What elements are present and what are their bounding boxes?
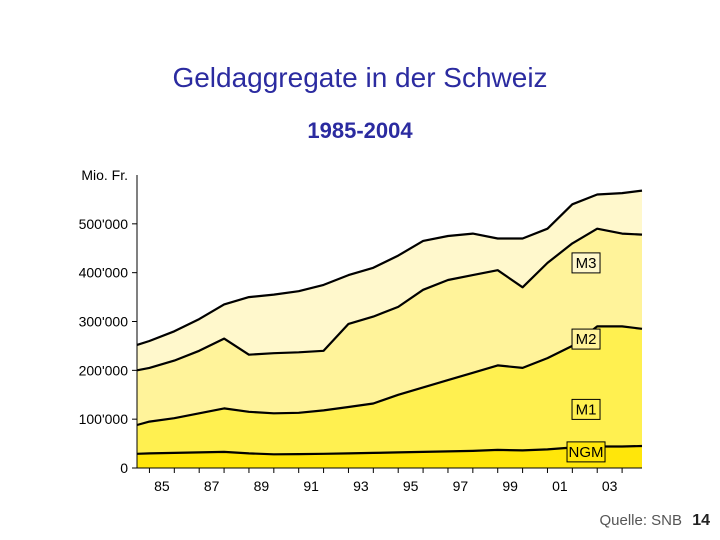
series-label-m1: M1 <box>576 401 597 418</box>
y-tick-label: 200'000 <box>79 362 129 378</box>
area-m1 <box>137 326 642 468</box>
y-axis-label: Mio. Fr. <box>81 167 128 183</box>
y-tick-label: 400'000 <box>79 265 129 281</box>
x-tick-label: 95 <box>403 478 419 494</box>
series-label-ngm: NGM <box>569 444 604 461</box>
y-tick-label: 0 <box>120 460 128 476</box>
line-m1 <box>136 325 643 427</box>
line-m3 <box>136 189 643 346</box>
x-tick-label: 99 <box>502 478 518 494</box>
series-label-m2: M2 <box>576 331 597 348</box>
x-tick-label: 93 <box>353 478 369 494</box>
footer: Quelle: SNB 14 <box>599 512 710 530</box>
y-tick-label: 300'000 <box>79 314 129 330</box>
series-label-box-m1 <box>571 398 601 420</box>
line-ngm <box>136 444 643 456</box>
y-tick-label: 500'000 <box>79 216 129 232</box>
x-tick-label: 91 <box>303 478 319 494</box>
page-number: 14 <box>692 512 710 529</box>
series-label-m3: M3 <box>576 255 597 272</box>
x-tick-label: 87 <box>204 478 220 494</box>
area-ngm <box>137 446 642 468</box>
series-label-box-ngm <box>566 441 606 463</box>
series-label-box-m3 <box>571 252 601 274</box>
chart-title: Geldaggregate in der Schweiz <box>172 62 548 93</box>
chart-subtitle: 1985-2004 <box>307 118 413 143</box>
x-tick-label: 03 <box>602 478 618 494</box>
line-m2 <box>136 227 643 372</box>
x-tick-label: 01 <box>552 478 568 494</box>
x-tick-label: 89 <box>254 478 270 494</box>
source-note: Quelle: SNB <box>599 512 683 529</box>
x-tick-label: 85 <box>154 478 170 494</box>
series-label-box-m2 <box>571 328 601 350</box>
y-tick-label: 100'000 <box>79 411 129 427</box>
x-tick-label: 97 <box>453 478 469 494</box>
